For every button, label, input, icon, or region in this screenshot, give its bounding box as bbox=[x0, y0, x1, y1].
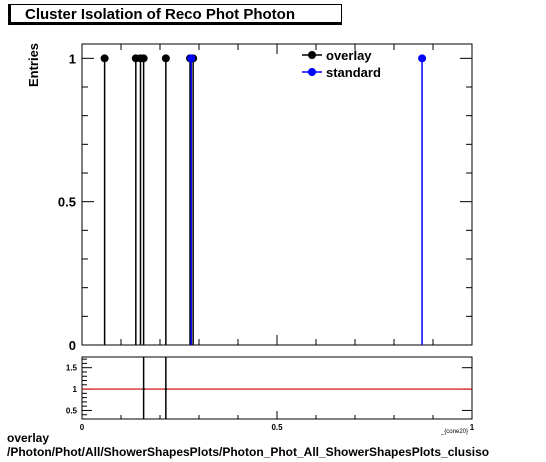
ratio-y-tick-label: 0.5 bbox=[66, 406, 78, 415]
y-tick-label: 0 bbox=[69, 338, 76, 353]
legend-marker-standard bbox=[308, 68, 316, 76]
footer-path: /Photon/Phot/All/ShowerShapesPlots/Photo… bbox=[7, 445, 490, 459]
chart-title: Cluster Isolation of Reco Phot Photon bbox=[25, 6, 295, 23]
main-plot: 0 0.5 1 Entries bbox=[26, 43, 473, 353]
ratio-y-tick-label: 1 bbox=[73, 385, 78, 394]
ratio-plot: 0.511.50 0.5 1_{cone20} bbox=[66, 356, 475, 435]
legend-label-standard: standard bbox=[326, 65, 381, 80]
y-axis-title: Entries bbox=[26, 43, 41, 87]
data-point-overlay bbox=[161, 54, 170, 63]
y-tick-label: 1 bbox=[69, 51, 76, 66]
ratio-point bbox=[142, 387, 145, 391]
data-point-overlay bbox=[100, 54, 109, 63]
data-point-standard bbox=[187, 54, 196, 63]
legend-label-overlay: overlay bbox=[326, 48, 372, 63]
ratio-y-tick-label: 1.5 bbox=[66, 364, 78, 373]
y-tick-label: 0.5 bbox=[58, 195, 76, 210]
data-point-overlay bbox=[139, 54, 148, 63]
legend: overlay standard bbox=[302, 48, 381, 80]
ratio-frame bbox=[81, 356, 473, 420]
data-point-standard bbox=[418, 54, 427, 63]
chart-title-box: Cluster Isolation of Reco Phot Photon bbox=[8, 4, 342, 25]
x-axis-title: _{cone20} bbox=[440, 429, 468, 435]
ratio-x-tick-label: 1 bbox=[470, 423, 475, 432]
footer-label: overlay bbox=[7, 431, 50, 445]
ratio-point bbox=[164, 387, 168, 391]
legend-marker-overlay bbox=[308, 51, 316, 59]
ratio-x-tick-label: 0.5 bbox=[271, 423, 283, 432]
ratio-x-tick-label: 0 bbox=[80, 423, 85, 432]
